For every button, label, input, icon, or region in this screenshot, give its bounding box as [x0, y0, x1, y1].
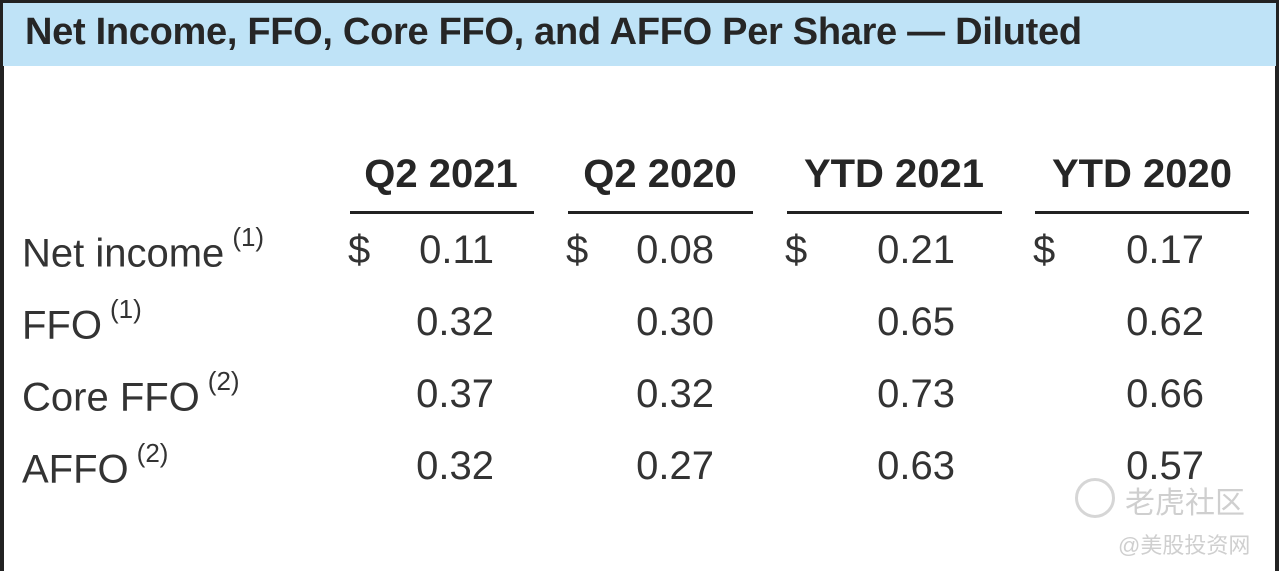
- table-cell: 0.63: [877, 444, 955, 488]
- footnote-marker: (2): [207, 366, 240, 396]
- row-label-core-ffo: Core FFO (2): [22, 366, 240, 420]
- table-cell: 0.32: [636, 372, 714, 416]
- table-cell: 0.62: [1126, 300, 1204, 344]
- watermark-brand: 老虎社区: [1125, 487, 1245, 520]
- watermark-logo-icon: [1075, 478, 1115, 518]
- table-cell: 0.32: [416, 300, 494, 344]
- footnote-marker: (2): [136, 438, 169, 468]
- table-cell: 0.37: [416, 372, 494, 416]
- table-cell: 0.32: [416, 444, 494, 488]
- row-label-affo: AFFO (2): [22, 438, 169, 492]
- watermark-handle: @美股投资网: [1118, 533, 1251, 558]
- column-header-ytd-2020: YTD 2020: [1051, 152, 1233, 196]
- column-header-ytd-2021: YTD 2021: [803, 152, 985, 196]
- table-cell: 0.11: [419, 228, 494, 272]
- currency-symbol: $: [1033, 228, 1056, 272]
- table-title: Net Income, FFO, Core FFO, and AFFO Per …: [25, 11, 1082, 53]
- currency-symbol: $: [348, 228, 371, 272]
- table-cell: 0.30: [636, 300, 714, 344]
- column-header-q2-2020: Q2 2020: [583, 152, 737, 196]
- column-header-q2-2021: Q2 2021: [364, 152, 518, 196]
- table-cell: 0.21: [877, 228, 955, 272]
- currency-symbol: $: [566, 228, 589, 272]
- table-cell: 0.57: [1126, 444, 1204, 488]
- column-rule: [787, 211, 1002, 214]
- table-cell: 0.65: [877, 300, 955, 344]
- column-rule: [1035, 211, 1249, 214]
- table-cell: 0.66: [1126, 372, 1204, 416]
- column-rule: [350, 211, 534, 214]
- table-cell: 0.27: [636, 444, 714, 488]
- row-label-net-income: Net income (1): [22, 222, 265, 276]
- title-bar: Net Income, FFO, Core FFO, and AFFO Per …: [0, 0, 1279, 66]
- row-label-ffo: FFO (1): [22, 294, 142, 348]
- footnote-marker: (1): [232, 222, 265, 252]
- footnote-marker: (1): [109, 294, 142, 324]
- table-cell: 0.17: [1126, 228, 1204, 272]
- table-cell: 0.08: [636, 228, 714, 272]
- currency-symbol: $: [785, 228, 808, 272]
- table-cell: 0.73: [877, 372, 955, 416]
- column-rule: [568, 211, 753, 214]
